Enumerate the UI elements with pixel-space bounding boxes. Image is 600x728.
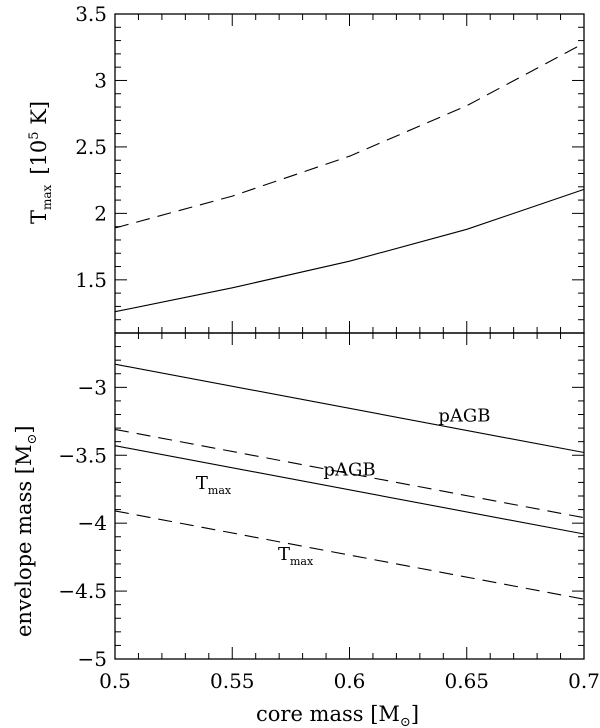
xtick-label: 0.5 [99, 669, 131, 693]
top-ytick-label: 2 [94, 201, 107, 225]
xtick-label: 0.65 [444, 669, 489, 693]
top-ytick-label: 2.5 [75, 135, 107, 159]
bottom-ytick-label: −3.5 [58, 443, 107, 467]
bottom-frame [114, 332, 585, 660]
xlabel: core mass [M⊙] [256, 702, 419, 728]
series-annotation: Tmax [196, 473, 232, 497]
bottom-ylabel: envelope mass [M⊙] [12, 425, 40, 637]
top-ylabel: Tmax[105 K] [27, 101, 54, 224]
bottom-panel: −5 −4.5 −4 −3.5 −3 0.5 0.55 0.6 0.65 0.7 pAGB pAGB T… [58, 332, 600, 693]
top-ytick-label: 1.5 [75, 268, 107, 292]
bottom-ytick-label: −5 [78, 647, 107, 671]
bottom-series-solid-line [114, 363, 585, 454]
top-ytick-label: 3.5 [75, 2, 107, 26]
bottom-ytick-label: −3 [78, 375, 107, 399]
bottom-series-solid-line [114, 445, 585, 535]
top-series-solid-line [114, 188, 585, 313]
xtick-label: 0.7 [568, 669, 600, 693]
bottom-series-dashed-line [114, 510, 585, 600]
top-series-dashed-line [114, 42, 585, 229]
xtick-label: 0.55 [210, 669, 255, 693]
top-frame [114, 13, 585, 334]
top-ytick-label: 3 [94, 68, 107, 92]
bottom-series-dashed-line [114, 428, 585, 519]
bottom-ytick-label: −4.5 [58, 579, 107, 603]
bottom-ytick-label: −4 [78, 511, 107, 535]
top-panel: 1.5 2 2.5 3 3.5 [75, 2, 585, 334]
series-annotation: pAGB [323, 460, 375, 481]
series-annotation: Tmax [278, 544, 314, 568]
xtick-label: 0.6 [334, 669, 366, 693]
series-annotation: pAGB [438, 405, 490, 426]
